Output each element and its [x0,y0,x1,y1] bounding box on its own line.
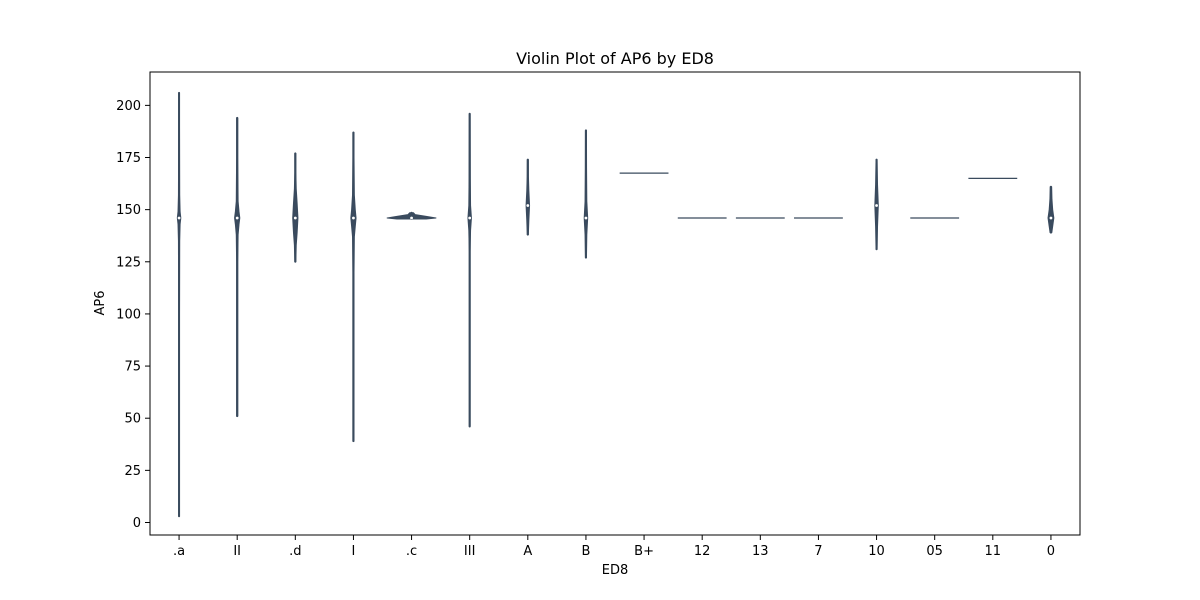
violin-I [350,131,357,443]
y-axis: 0 25 50 75 100 125 150 175 200 [116,99,150,531]
x-tick-label: 0 [1047,544,1055,559]
x-tick-label: 10 [868,544,885,559]
violin-10 [874,158,879,251]
violin-median [526,204,530,207]
x-tick-label: A [523,544,532,559]
violin-A [525,158,531,236]
x-tick-label: .a [173,544,185,559]
x-tick-label: 05 [926,544,943,559]
violin-B [583,129,589,259]
x-tick-label: 11 [985,544,1002,559]
violin-.d [292,152,299,263]
x-tick-label: B+ [634,544,654,559]
violin-median [468,216,472,220]
violin-median [235,216,239,220]
y-tick-label: 150 [116,203,141,218]
violin-II [234,116,241,418]
violin-median [875,204,878,207]
y-tick-label: 200 [116,99,141,114]
y-tick-label: 75 [124,360,141,375]
y-tick-label: 50 [124,412,141,427]
y-tick-label: 175 [116,151,141,166]
violin-median [1049,216,1053,220]
violin-.a [176,91,182,518]
x-tick-label: 12 [694,544,711,559]
violin-median [584,216,588,220]
x-tick-label: 13 [752,544,769,559]
axes-frame [149,71,1081,536]
x-tick-label: II [233,544,241,559]
y-tick-label: 100 [116,307,141,322]
x-axis: .a II .d I .c III A B B+ 12 13 7 10 05 11 0 [173,535,1055,559]
x-tick-label: 7 [814,544,822,559]
violin-.c [386,211,437,221]
x-tick-label: .d [289,544,301,559]
plot-area [176,91,1055,518]
y-tick-label: 0 [133,516,141,531]
x-tick-label: B [581,544,590,559]
x-tick-label: .c [406,544,417,559]
violin-median [352,216,355,220]
violin-median [410,216,413,220]
violin-III [467,112,472,428]
y-tick-label: 25 [124,464,141,479]
violin-0 [1047,185,1055,234]
violin-median [293,216,297,220]
y-axis-label: AP6 [93,290,108,315]
x-tick-label: III [464,544,476,559]
chart-title: Violin Plot of AP6 by ED8 [516,49,714,68]
violin-median [177,216,181,220]
y-tick-label: 125 [116,255,141,270]
x-tick-label: I [352,544,356,559]
x-axis-label: ED8 [602,563,629,578]
